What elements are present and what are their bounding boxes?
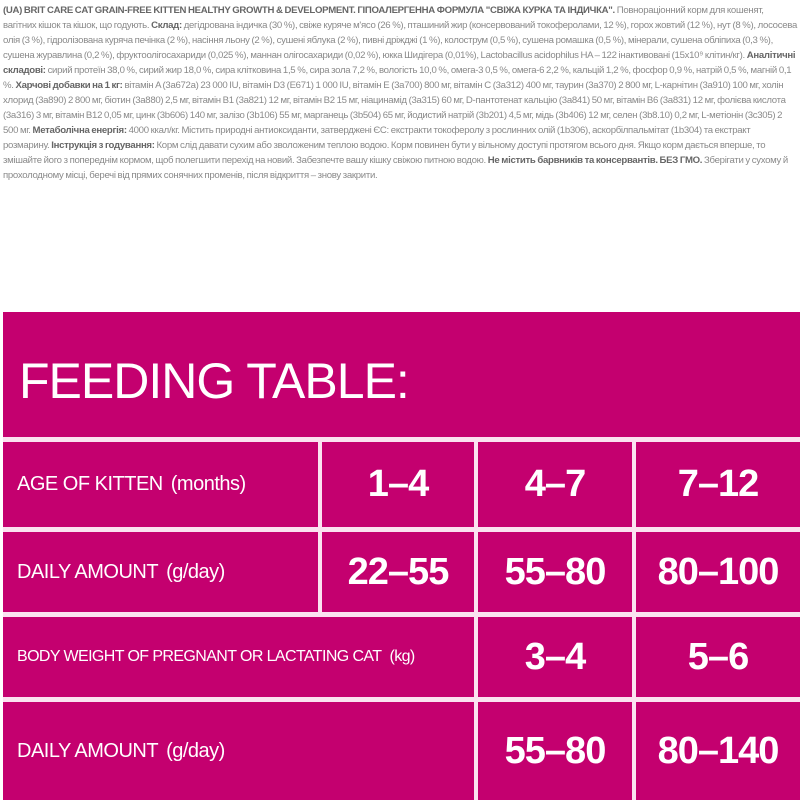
description-text: інактивовані (15x10⁹ клітин/кг).: [618, 50, 747, 61]
description-line: з попереднім кормом, щоб полегшити перех…: [3, 155, 788, 181]
description-heading: Харчові добавки на 1 кг:: [15, 80, 125, 91]
description-text: колострум (0,5 %), сушена ромашка (0,5 %…: [3, 35, 773, 61]
feeding-table-title: FEEDING TABLE:: [19, 353, 410, 409]
value-cell: 80–140: [657, 729, 780, 772]
description-line: аскорбілпальмітат (1b304) та екстракт ро…: [3, 125, 766, 166]
description-text: Корм слід давати сухим або зволоженим те…: [3, 140, 766, 166]
divider: [318, 442, 322, 612]
description-line: після відкриття – знову закрити.: [247, 170, 378, 181]
value-cell: 1–4: [367, 463, 429, 505]
value-cell: 55–80: [504, 550, 607, 593]
unit-text: (g/day): [166, 739, 225, 762]
label-text: AGE OF KITTEN: [17, 473, 163, 495]
feeding-table: FEEDING TABLE: AGE OF KITTEN (months) 1–4…: [3, 312, 800, 800]
divider: [3, 697, 800, 702]
description-text: Повнораціонний корм для кошенят, вагітни…: [3, 5, 764, 31]
description-line: (30 %), свіже куряче м'ясо (26 %), пташи…: [3, 20, 797, 46]
row-label-daily-amount-cat: DAILY AMOUNT (g/day): [17, 702, 225, 800]
value-cell: 22–55: [347, 550, 450, 593]
divider: [474, 442, 478, 800]
description-text: вітамін A (3a672a) 23 000 IU, вітамін D3…: [3, 80, 784, 106]
value-cell: 7–12: [677, 463, 760, 505]
label-text: DAILY AMOUNT: [17, 739, 159, 762]
description-text: сирий протеїн 38,0 %, сирий жир 18,0 %, …: [3, 65, 792, 91]
description-heading: Склад:: [151, 20, 184, 31]
label-text: BODY WEIGHT OF PREGNANT OR LACTATING CAT: [17, 648, 382, 665]
description-heading: Не містить барвників та консервантів. БЕ…: [487, 155, 705, 166]
description-heading: Метаболічна енергія:: [32, 125, 129, 136]
unit-text: (g/day): [166, 560, 225, 583]
value-cell: 80–100: [657, 550, 780, 593]
product-description: (UA) BRIT CARE CAT GRAIN-FREE KITTEN HEA…: [3, 3, 797, 183]
description-text: дегідрована індичка: [183, 20, 268, 31]
description-line: йодистий натрій (3b201) 4,5 мг, мідь (3b…: [3, 110, 782, 136]
description-text: аскорбілпальмітат (1b304) та екстракт ро…: [3, 125, 751, 151]
description-heading: Інструкція з годування:: [51, 140, 157, 151]
divider: [632, 442, 636, 800]
description-heading: Аналітичні складові:: [3, 50, 796, 76]
divider: [3, 437, 800, 442]
description-text: йодистий натрій (3b201) 4,5 мг, мідь (3b…: [3, 110, 783, 136]
description-text: після відкриття – знову закрити.: [246, 170, 378, 181]
row-label-daily-amount: DAILY AMOUNT (g/day): [17, 532, 225, 612]
unit-text: (kg): [389, 648, 416, 665]
description-line: (UA) BRIT CARE CAT GRAIN-FREE KITTEN HEA…: [3, 5, 764, 31]
description-line: колострум (0,5 %), сушена ромашка (0,5 %…: [3, 35, 773, 61]
row-label-body-weight: BODY WEIGHT OF PREGNANT OR LACTATING CAT…: [17, 617, 415, 697]
value-cell: 55–80: [504, 729, 607, 772]
description-line: Харчові добавки на 1 кг: вітамін A (3a67…: [3, 80, 784, 106]
description-text: Зберігати у сухому й прохолодному місці,…: [3, 155, 788, 181]
row-label-age: AGE OF KITTEN (months): [17, 442, 246, 527]
description-line: інактивовані (15x10⁹ клітин/кг). Аналіти…: [3, 50, 796, 91]
description-text: B1 (3a821) 12 мг, вітамін B2 15 мг, ніац…: [3, 95, 786, 121]
divider: [3, 612, 800, 617]
value-cell: 3–4: [524, 635, 586, 678]
description-line: B1 (3a821) 12 мг, вітамін B2 15 мг, ніац…: [3, 95, 786, 121]
description-text: 4000 ккал/кг. Містить природні антиоксид…: [128, 125, 591, 136]
value-cell: 5–6: [687, 635, 749, 678]
description-text: з попереднім кормом, щоб полегшити перех…: [63, 155, 488, 166]
divider: [3, 527, 800, 532]
label-text: DAILY AMOUNT: [17, 560, 159, 583]
description-heading: (UA) BRIT CARE CAT GRAIN-FREE KITTEN HEA…: [3, 5, 617, 16]
value-cell: 4–7: [524, 463, 586, 505]
description-text: (30 %), свіже куряче м'ясо (26 %), пташи…: [3, 20, 797, 46]
unit-text: (months): [170, 473, 246, 495]
